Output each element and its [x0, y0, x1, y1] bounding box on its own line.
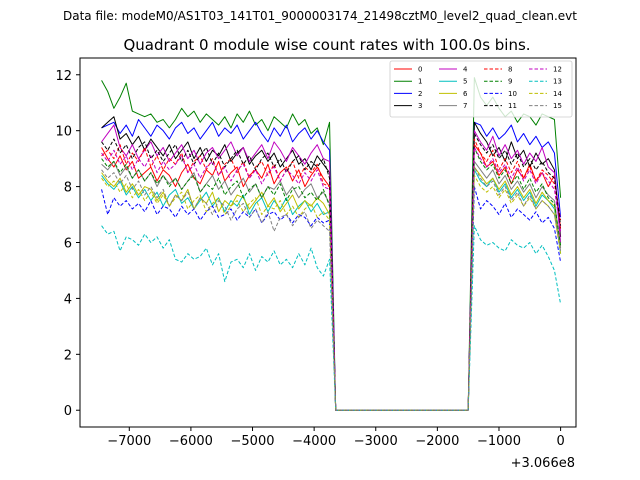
legend-label-1: 1: [418, 78, 422, 86]
series-line-8: [101, 138, 562, 411]
y-tick-label: 0: [64, 404, 72, 419]
series-line-3: [101, 116, 562, 411]
y-tick-label: 4: [64, 292, 72, 307]
legend-label-2: 2: [418, 90, 422, 98]
x-tick-label: −3000: [354, 434, 398, 449]
legend-label-3: 3: [418, 102, 422, 110]
series-line-13: [101, 225, 562, 411]
legend-box: [389, 60, 573, 118]
x-tick-label: −7000: [107, 434, 151, 449]
legend-label-15: 15: [553, 102, 562, 110]
x-tick-label: −1000: [477, 434, 521, 449]
y-tick-label: 2: [64, 348, 72, 363]
x-axis-offset-label: +3.066e8: [511, 456, 575, 471]
legend-label-7: 7: [463, 102, 467, 110]
x-tick-label: −2000: [415, 434, 459, 449]
y-tick-label: 6: [64, 237, 72, 252]
series-line-9: [101, 146, 562, 411]
legend-label-8: 8: [508, 66, 512, 74]
series-line-4: [101, 124, 562, 411]
x-tick-label: −4000: [292, 434, 336, 449]
series-line-10: [101, 186, 562, 411]
series-line-14: [101, 174, 562, 411]
series-line-11: [101, 132, 562, 411]
series-line-12: [101, 146, 562, 411]
legend-label-13: 13: [553, 78, 562, 86]
series-line-15: [101, 166, 562, 411]
series-line-2: [101, 119, 562, 411]
legend-label-14: 14: [553, 90, 562, 98]
x-tick-label: 0: [556, 434, 564, 449]
legend-label-11: 11: [508, 102, 517, 110]
legend-label-4: 4: [463, 66, 468, 74]
legend-label-10: 10: [508, 90, 517, 98]
chart-suptitle: Data file: modeM0/AS1T03_141T01_90000031…: [63, 9, 577, 23]
x-tick-label: −6000: [169, 434, 213, 449]
y-tick-label: 8: [64, 181, 72, 196]
series-line-0: [101, 144, 562, 411]
axes-layer: −7000 −6000 −5000 −4000 −3000 −2000 −1000 0 0 2 4 6…: [55, 69, 564, 449]
series-layer: [101, 77, 562, 411]
legend-label-12: 12: [553, 66, 562, 74]
y-tick-label: 10: [55, 125, 72, 140]
legend-label-9: 9: [508, 78, 512, 86]
x-tick-label: −5000: [231, 434, 275, 449]
y-tick-label: 12: [55, 69, 72, 84]
legend-label-6: 6: [463, 90, 468, 98]
chart-title: Quadrant 0 module wise count rates with …: [123, 36, 530, 54]
legend-label-0: 0: [418, 66, 422, 74]
legend-label-5: 5: [463, 78, 467, 86]
